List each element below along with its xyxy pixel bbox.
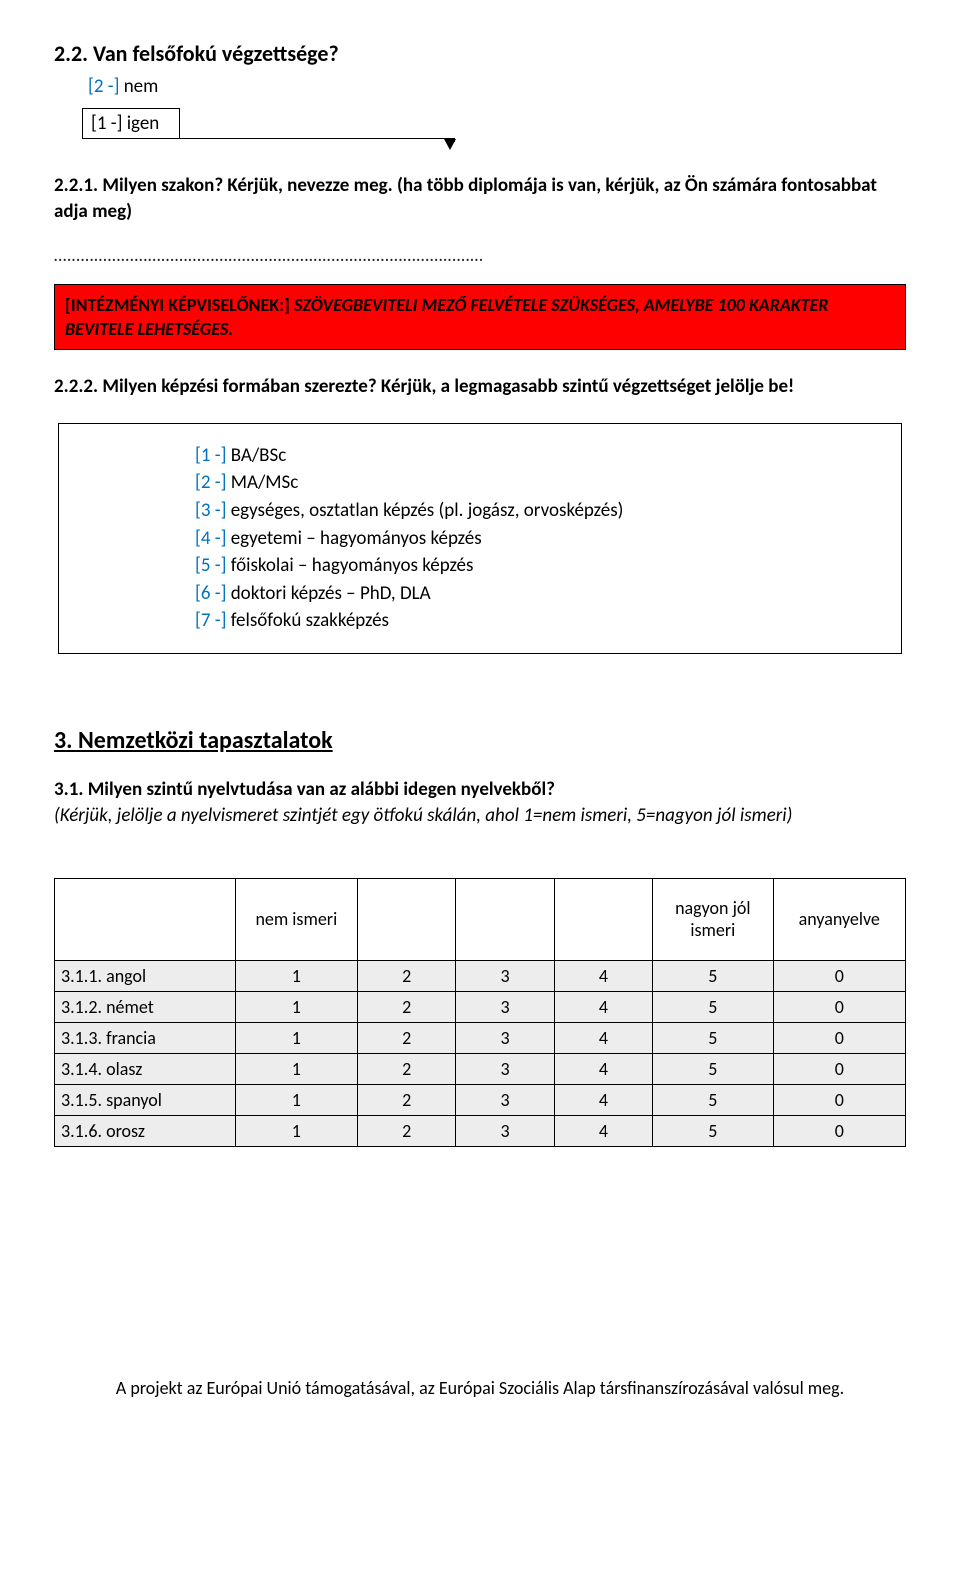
q222-opt-7-text: felsőfokú szakképzés bbox=[226, 609, 389, 632]
q222-opt-2-text: MA/MSc bbox=[226, 471, 298, 494]
rating-cell[interactable]: 1 bbox=[235, 960, 357, 991]
row-label: 3.1.3. francia bbox=[55, 1022, 236, 1053]
q221-input-line[interactable]: …………………………………………………………………………………… bbox=[54, 244, 906, 266]
q22-yes-text: igen bbox=[122, 112, 159, 135]
table-row: 3.1.4. olasz123450 bbox=[55, 1053, 906, 1084]
page-footer: A projekt az Európai Unió támogatásával,… bbox=[54, 1377, 906, 1399]
rating-cell[interactable]: 1 bbox=[235, 1115, 357, 1146]
q222-opt-7[interactable]: [7 -] felsőfokú szakképzés bbox=[195, 607, 891, 635]
q22-option-no[interactable]: [2 -] nem bbox=[88, 73, 906, 102]
rating-cell[interactable]: 3 bbox=[456, 991, 554, 1022]
q222-options-box: [1 -] BA/BSc [2 -] MA/MSc [3 -] egységes… bbox=[58, 423, 902, 654]
q222-opt-3-text: egységes, osztatlan képzés (pl. jogász, … bbox=[226, 499, 623, 522]
rating-cell[interactable]: 4 bbox=[554, 1053, 652, 1084]
rating-cell[interactable]: 5 bbox=[653, 1115, 773, 1146]
table-row: 3.1.2. német123450 bbox=[55, 991, 906, 1022]
rating-cell[interactable]: 0 bbox=[773, 1053, 906, 1084]
rating-cell[interactable]: 1 bbox=[235, 1022, 357, 1053]
rating-cell[interactable]: 2 bbox=[358, 1053, 456, 1084]
table-row: 3.1.6. orosz123450 bbox=[55, 1115, 906, 1146]
q222-opt-2[interactable]: [2 -] MA/MSc bbox=[195, 469, 891, 497]
rating-cell[interactable]: 2 bbox=[358, 1084, 456, 1115]
q22-yes-code: [1 -] bbox=[91, 112, 122, 135]
rating-cell[interactable]: 3 bbox=[456, 1022, 554, 1053]
q222-opt-5-text: főiskolai – hagyományos képzés bbox=[226, 554, 473, 577]
rating-cell[interactable]: 5 bbox=[653, 991, 773, 1022]
q222-opt-5[interactable]: [5 -] főiskolai – hagyományos képzés bbox=[195, 552, 891, 580]
rating-cell[interactable]: 5 bbox=[653, 1022, 773, 1053]
rating-cell[interactable]: 4 bbox=[554, 960, 652, 991]
flow-arrow bbox=[174, 121, 906, 139]
question-2-2-2-title: 2.2.2. Milyen képzési formában szerezte?… bbox=[54, 374, 906, 401]
q22-option-yes-box[interactable]: [1 -] igen bbox=[82, 108, 180, 139]
q222-opt-6-text: doktori képzés – PhD, DLA bbox=[226, 582, 430, 605]
rating-cell[interactable]: 4 bbox=[554, 1022, 652, 1053]
rating-cell[interactable]: 5 bbox=[653, 960, 773, 991]
rating-cell[interactable]: 2 bbox=[358, 1022, 456, 1053]
table-header-row: nem ismeri nagyon jól ismeri anyanyelve bbox=[55, 878, 906, 960]
rating-cell[interactable]: 2 bbox=[358, 991, 456, 1022]
q222-opt-2-code: [2 -] bbox=[195, 471, 226, 494]
q222-opt-1-text: BA/BSc bbox=[226, 444, 286, 467]
rating-cell[interactable]: 2 bbox=[358, 960, 456, 991]
rating-cell[interactable]: 0 bbox=[773, 960, 906, 991]
row-label: 3.1.4. olasz bbox=[55, 1053, 236, 1084]
language-table: nem ismeri nagyon jól ismeri anyanyelve … bbox=[54, 878, 906, 1147]
q222-opt-1[interactable]: [1 -] BA/BSc bbox=[195, 442, 891, 470]
row-label: 3.1.6. orosz bbox=[55, 1115, 236, 1146]
rating-cell[interactable]: 4 bbox=[554, 1084, 652, 1115]
rating-cell[interactable]: 1 bbox=[235, 991, 357, 1022]
table-row: 3.1.3. francia123450 bbox=[55, 1022, 906, 1053]
rating-cell[interactable]: 2 bbox=[358, 1115, 456, 1146]
question-2-2-title: 2.2. Van felsőfokú végzettsége? bbox=[54, 40, 906, 67]
q222-opt-6-code: [6 -] bbox=[195, 582, 226, 605]
rating-cell[interactable]: 4 bbox=[554, 1115, 652, 1146]
rating-cell[interactable]: 0 bbox=[773, 1022, 906, 1053]
q222-opt-4[interactable]: [4 -] egyetemi – hagyományos képzés bbox=[195, 525, 891, 553]
q222-opt-5-code: [5 -] bbox=[195, 554, 226, 577]
th-anyanyelve: anyanyelve bbox=[773, 878, 906, 960]
rating-cell[interactable]: 4 bbox=[554, 991, 652, 1022]
q222-opt-3-code: [3 -] bbox=[195, 499, 226, 522]
q22-no-text: nem bbox=[119, 75, 158, 98]
th-2 bbox=[358, 878, 456, 960]
row-label: 3.1.5. spanyol bbox=[55, 1084, 236, 1115]
rating-cell[interactable]: 3 bbox=[456, 1053, 554, 1084]
q222-opt-6[interactable]: [6 -] doktori képzés – PhD, DLA bbox=[195, 580, 891, 608]
table-row: 3.1.1. angol123450 bbox=[55, 960, 906, 991]
question-2-2-1-title: 2.2.1. Milyen szakon? Kérjük, nevezze me… bbox=[54, 173, 906, 226]
rating-cell[interactable]: 1 bbox=[235, 1053, 357, 1084]
q222-opt-4-text: egyetemi – hagyományos képzés bbox=[226, 527, 481, 550]
th-nem-ismeri: nem ismeri bbox=[235, 878, 357, 960]
rating-cell[interactable]: 0 bbox=[773, 1084, 906, 1115]
rating-cell[interactable]: 1 bbox=[235, 1084, 357, 1115]
q22-no-code: [2 -] bbox=[88, 75, 119, 98]
rating-cell[interactable]: 5 bbox=[653, 1084, 773, 1115]
th-4 bbox=[554, 878, 652, 960]
row-label: 3.1.1. angol bbox=[55, 960, 236, 991]
section-3-heading: 3. Nemzetközi tapasztalatok bbox=[54, 726, 906, 755]
rating-cell[interactable]: 0 bbox=[773, 991, 906, 1022]
question-3-1-sub: (Kérjük, jelölje a nyelvismeret szintjét… bbox=[54, 803, 906, 830]
instruction-box: [INTÉZMÉNYI KÉPVISELŐNEK:] SZÖVEGBEVITEL… bbox=[54, 284, 906, 351]
instruction-prefix: [INTÉZMÉNYI KÉPVISELŐNEK:] bbox=[65, 294, 294, 316]
q222-opt-1-code: [1 -] bbox=[195, 444, 226, 467]
row-label: 3.1.2. német bbox=[55, 991, 236, 1022]
th-blank bbox=[55, 878, 236, 960]
th-nagyon: nagyon jól ismeri bbox=[653, 878, 773, 960]
q222-opt-4-code: [4 -] bbox=[195, 527, 226, 550]
rating-cell[interactable]: 3 bbox=[456, 960, 554, 991]
q222-opt-3[interactable]: [3 -] egységes, osztatlan képzés (pl. jo… bbox=[195, 497, 891, 525]
th-3 bbox=[456, 878, 554, 960]
rating-cell[interactable]: 3 bbox=[456, 1115, 554, 1146]
question-3-1-title: 3.1. Milyen szintű nyelvtudása van az al… bbox=[54, 777, 906, 804]
rating-cell[interactable]: 5 bbox=[653, 1053, 773, 1084]
rating-cell[interactable]: 0 bbox=[773, 1115, 906, 1146]
rating-cell[interactable]: 3 bbox=[456, 1084, 554, 1115]
table-row: 3.1.5. spanyol123450 bbox=[55, 1084, 906, 1115]
q222-opt-7-code: [7 -] bbox=[195, 609, 226, 632]
